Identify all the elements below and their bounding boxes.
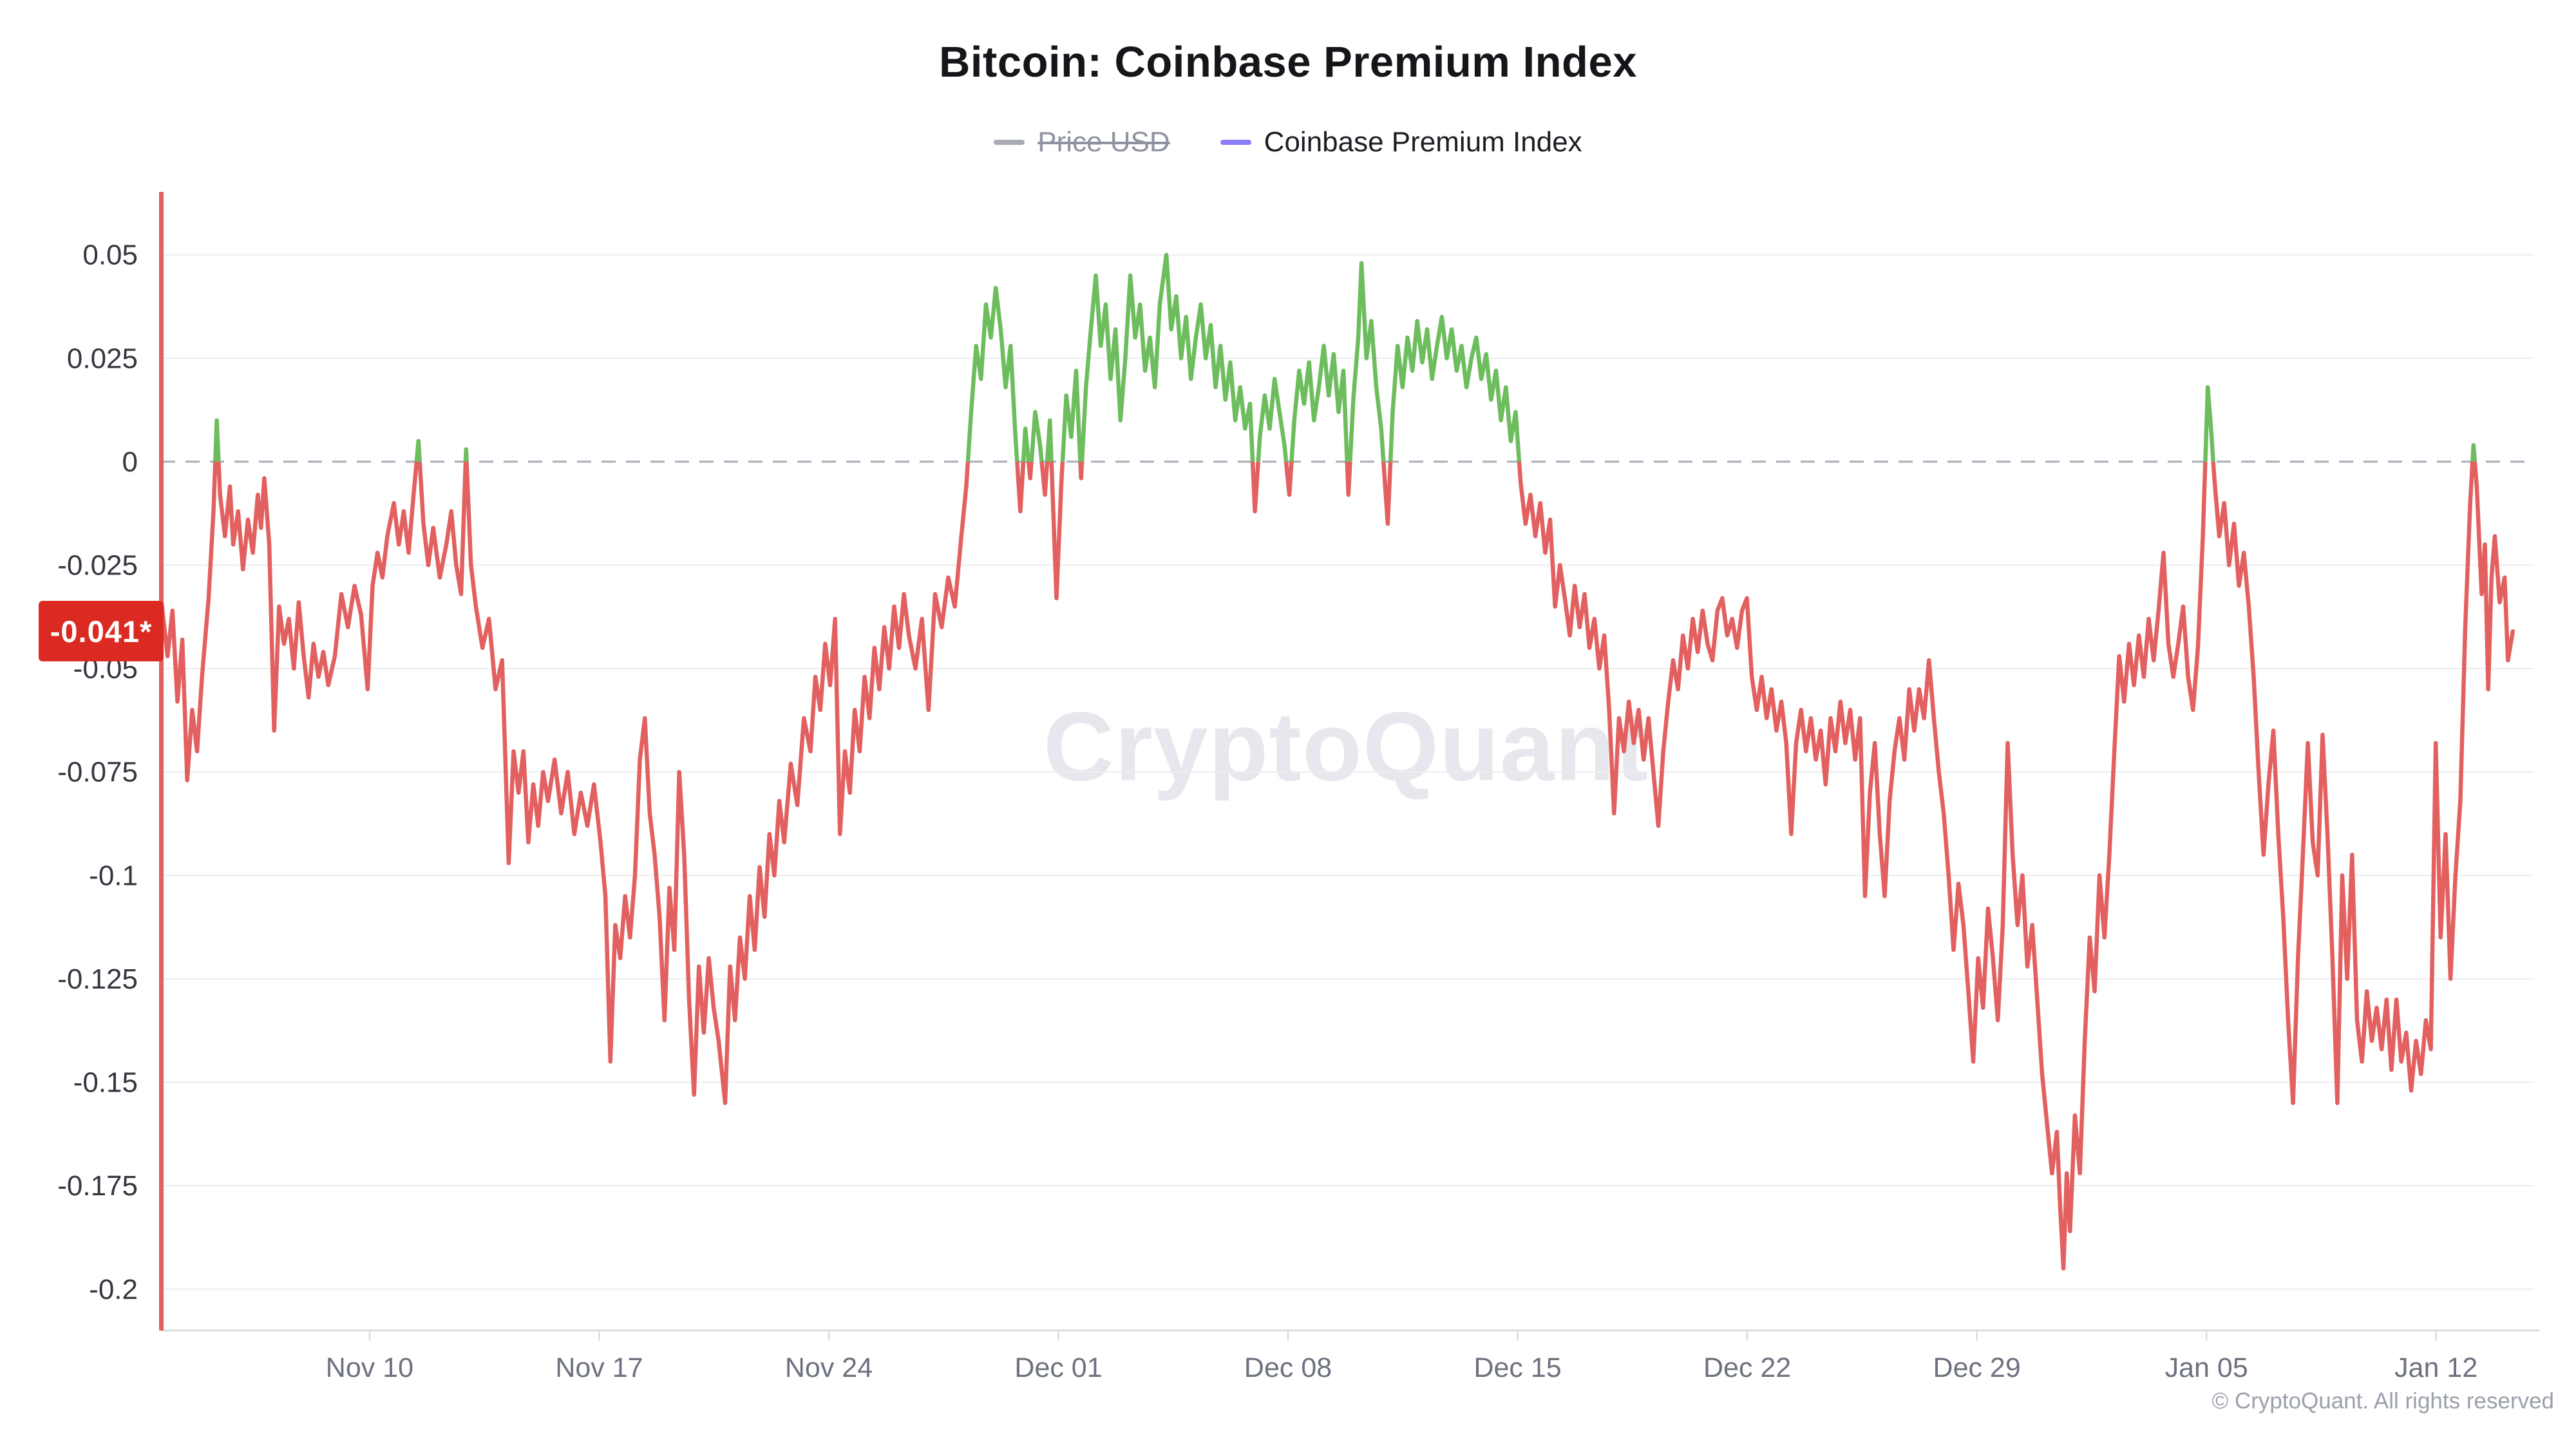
premium-index-line-positive bbox=[213, 252, 2477, 462]
y-tick-label: -0.175 bbox=[57, 1170, 138, 1202]
premium-index-line-negative bbox=[161, 461, 2515, 1271]
y-tick-label: -0.2 bbox=[89, 1274, 138, 1305]
chart-header: Bitcoin: Coinbase Premium Index bbox=[0, 37, 2576, 87]
legend-label-price-usd: Price USD bbox=[1037, 126, 1170, 158]
watermark-logo: CryptoQuant bbox=[1043, 692, 1649, 802]
x-tick-label: Nov 17 bbox=[555, 1352, 643, 1383]
y-tick-label: 0 bbox=[122, 446, 138, 478]
page-title: Bitcoin: Coinbase Premium Index bbox=[939, 38, 1637, 86]
y-tick-label: 0.05 bbox=[82, 240, 138, 271]
x-tick-label: Dec 29 bbox=[1933, 1352, 2021, 1383]
x-tick-label: Dec 22 bbox=[1703, 1352, 1791, 1383]
x-tick-label: Jan 05 bbox=[2165, 1352, 2248, 1383]
legend-item-price-usd[interactable]: Price USD bbox=[994, 126, 1170, 158]
price-usd-dash-icon bbox=[994, 140, 1025, 145]
y-tick-label: -0.125 bbox=[57, 963, 138, 995]
x-tick-label: Nov 24 bbox=[785, 1352, 873, 1383]
x-tick-label: Dec 01 bbox=[1014, 1352, 1102, 1383]
y-tick-label: -0.1 bbox=[89, 860, 138, 891]
latest-value-badge: -0.041* bbox=[39, 601, 164, 662]
x-tick-label: Nov 10 bbox=[326, 1352, 413, 1383]
x-tick-label: Dec 15 bbox=[1473, 1352, 1561, 1383]
coinbase-premium-dash-icon bbox=[1220, 140, 1251, 145]
x-tick-label: Jan 12 bbox=[2394, 1352, 2477, 1383]
y-tick-label: -0.025 bbox=[57, 550, 138, 582]
legend: Price USD Coinbase Premium Index bbox=[0, 126, 2576, 158]
legend-item-coinbase-premium-index[interactable]: Coinbase Premium Index bbox=[1220, 126, 1582, 158]
y-tick-label: -0.15 bbox=[73, 1067, 138, 1099]
y-tick-label: -0.075 bbox=[57, 757, 138, 788]
footer-copyright: © CryptoQuant. All rights reserved bbox=[2211, 1388, 2554, 1414]
x-tick-label: Dec 08 bbox=[1244, 1352, 1332, 1383]
y-tick-label: 0.025 bbox=[67, 343, 138, 374]
legend-label-coinbase-premium-index: Coinbase Premium Index bbox=[1264, 126, 1582, 158]
